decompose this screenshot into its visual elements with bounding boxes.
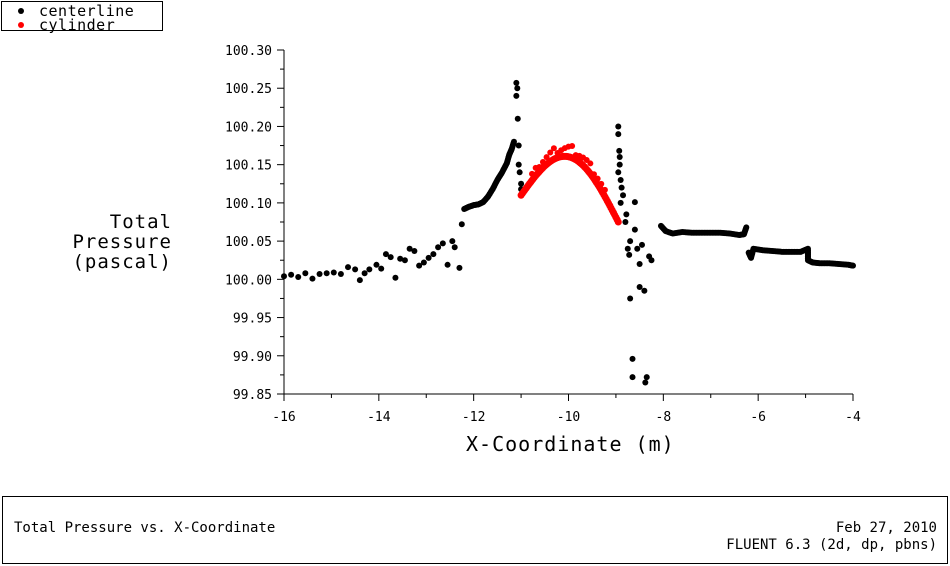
y-tick-label: 99.90: [233, 350, 272, 365]
y-axis-label-line: Total: [109, 211, 172, 233]
x-tick-label: -14: [367, 410, 391, 425]
x-tick-label: -8: [656, 410, 672, 425]
y-axis-label-line: (pascal): [72, 251, 172, 273]
x-tick-label: -10: [557, 410, 580, 425]
plot-area: 99.85 99.90 99.95 100.00 100.05 100.10 100.15 1…: [225, 44, 861, 425]
axes: 99.85 99.90 99.95 100.00 100.05 100.10 100.15 1…: [225, 44, 861, 425]
x-axis-label: X-Coordinate (m): [466, 432, 675, 456]
y-tick-label: 99.95: [233, 312, 272, 327]
y-tick-label: 100.10: [225, 197, 272, 212]
plot-date: Feb 27, 2010: [835, 520, 937, 536]
x-tick-label: -12: [462, 410, 485, 425]
data-points: [281, 79, 856, 386]
x-tick-label: -16: [272, 410, 295, 425]
y-tick-label: 100.15: [225, 159, 272, 174]
legend-label: cylinder: [39, 16, 116, 34]
footer-info: Feb 27, 2010 FLUENT 6.3 (2d, dp, pbns): [726, 520, 937, 554]
plot-title: Total Pressure vs. X-Coordinate: [14, 520, 276, 536]
y-tick-label: 100.30: [225, 44, 272, 59]
legend-item-centerline: centerline: [2, 2, 135, 20]
footer-panel: Total Pressure vs. X-Coordinate Feb 27, …: [2, 496, 948, 564]
legend-marker-cylinder: [18, 22, 24, 28]
y-tick-label: 100.25: [225, 82, 272, 97]
legend-label: centerline: [39, 2, 135, 20]
legend: centerline cylinder: [1, 1, 163, 34]
x-tick-label: -6: [750, 410, 766, 425]
y-tick-label: 100.00: [225, 273, 272, 288]
software-version: FLUENT 6.3 (2d, dp, pbns): [726, 537, 937, 553]
x-tick-label: -4: [845, 410, 861, 425]
y-axis-label: Total Pressure (pascal): [40, 212, 172, 272]
y-tick-label: 99.85: [233, 388, 272, 403]
y-tick-label: 100.05: [225, 235, 272, 250]
y-tick-label: 100.20: [225, 120, 272, 135]
legend-item-cylinder: cylinder: [2, 16, 116, 34]
y-axis-label-line: Pressure: [72, 231, 172, 253]
legend-marker-centerline: [18, 8, 24, 14]
